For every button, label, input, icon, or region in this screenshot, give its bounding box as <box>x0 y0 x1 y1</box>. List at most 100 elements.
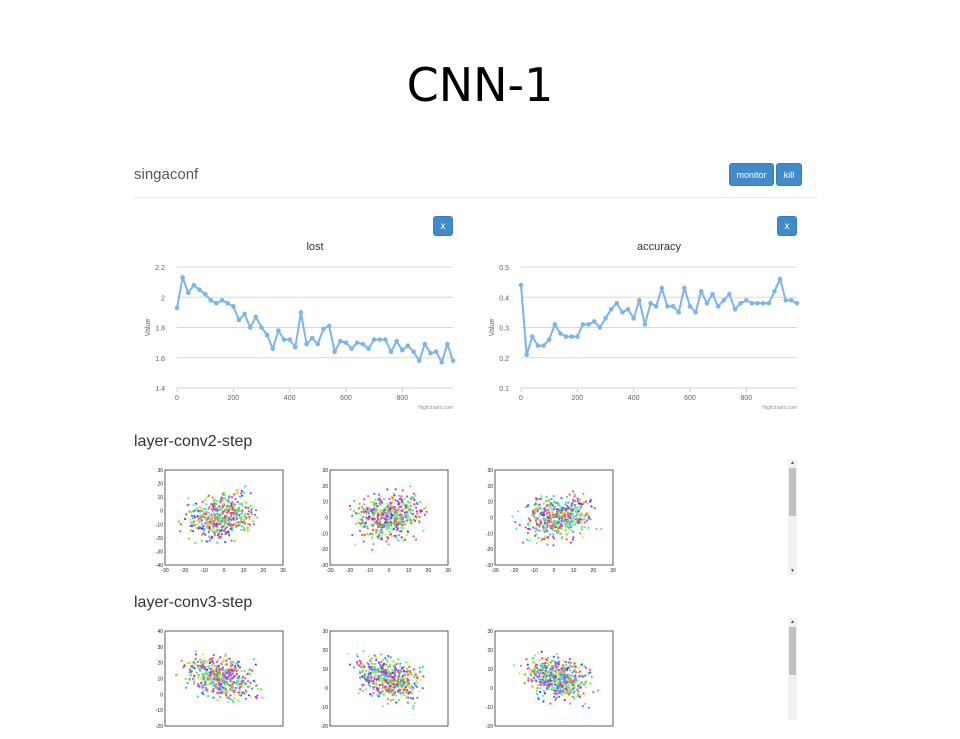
scatter-thumbnail[interactable]: 30 20 10 0 -10 -20 <box>306 627 456 730</box>
close-chart-accuracy-button[interactable]: x <box>777 216 797 236</box>
data-point[interactable] <box>772 288 777 294</box>
data-point[interactable] <box>315 341 321 347</box>
scroll-down-arrow[interactable]: ▼ <box>790 568 795 574</box>
data-point[interactable] <box>259 325 264 330</box>
data-point[interactable] <box>202 291 208 297</box>
data-point[interactable] <box>535 343 541 348</box>
kill-button[interactable]: kill <box>776 163 802 186</box>
data-point[interactable] <box>744 297 749 303</box>
data-point[interactable] <box>383 337 388 342</box>
data-point[interactable] <box>287 337 292 342</box>
data-point[interactable] <box>580 322 586 327</box>
data-point[interactable] <box>575 334 580 339</box>
data-point[interactable] <box>563 334 569 339</box>
data-point[interactable] <box>693 310 698 315</box>
data-point[interactable] <box>558 331 563 336</box>
scatter-thumbnail[interactable]: 30 20 10 0 -10 -20 -30 -40 -30 -20 -10 0 10 20 30 <box>141 466 291 578</box>
data-point[interactable] <box>433 349 439 354</box>
data-point[interactable] <box>766 301 772 306</box>
data-point[interactable] <box>682 285 687 291</box>
scatter-thumbnail[interactable]: 30 20 10 0 -10 -20 -30 -30 -20 -10 0 10 20 30 <box>471 466 621 578</box>
data-point[interactable] <box>732 307 738 312</box>
data-point[interactable] <box>445 341 450 347</box>
data-point[interactable] <box>191 282 197 288</box>
data-point[interactable] <box>416 358 422 364</box>
data-point[interactable] <box>591 319 597 324</box>
data-point[interactable] <box>292 344 298 350</box>
data-point[interactable] <box>687 304 693 309</box>
data-point[interactable] <box>197 287 202 292</box>
data-point[interactable] <box>214 301 219 306</box>
data-point[interactable] <box>247 325 253 330</box>
data-point[interactable] <box>428 350 433 356</box>
data-point[interactable] <box>738 301 743 306</box>
scroll-thumb[interactable] <box>789 468 796 516</box>
data-point[interactable] <box>185 290 191 296</box>
data-point[interactable] <box>715 304 721 309</box>
data-point[interactable] <box>439 359 445 365</box>
data-point[interactable] <box>411 349 416 354</box>
data-point[interactable] <box>276 328 281 333</box>
data-point[interactable] <box>270 346 276 351</box>
data-point[interactable] <box>450 358 456 364</box>
data-point[interactable] <box>529 334 535 339</box>
data-point[interactable] <box>236 317 242 323</box>
data-point[interactable] <box>777 276 783 282</box>
data-point[interactable] <box>721 297 727 303</box>
data-point[interactable] <box>208 297 214 303</box>
scatter-thumbnail[interactable]: 30 20 10 0 -10 -20 <box>471 627 621 730</box>
data-point[interactable] <box>332 349 338 354</box>
data-point[interactable] <box>360 341 366 347</box>
data-point[interactable] <box>377 337 383 342</box>
scrollbar-conv3[interactable]: ▲ <box>788 618 797 720</box>
data-point[interactable] <box>789 297 794 303</box>
data-point[interactable] <box>405 343 411 348</box>
data-point[interactable] <box>180 275 185 280</box>
data-point[interactable] <box>569 334 574 339</box>
data-point[interactable] <box>422 341 428 347</box>
data-point[interactable] <box>349 346 354 351</box>
data-point[interactable] <box>264 332 270 338</box>
chart-credits[interactable]: Highcharts.com <box>418 405 453 411</box>
data-point[interactable] <box>371 337 377 342</box>
data-point[interactable] <box>608 307 614 312</box>
data-point[interactable] <box>783 297 789 303</box>
data-point[interactable] <box>242 311 247 317</box>
data-point[interactable] <box>614 301 620 306</box>
data-point[interactable] <box>648 301 653 306</box>
data-point[interactable] <box>659 285 665 291</box>
data-point[interactable] <box>597 325 603 330</box>
data-point[interactable] <box>546 337 552 342</box>
data-point[interactable] <box>326 323 332 329</box>
data-point[interactable] <box>304 341 309 347</box>
data-point[interactable] <box>755 301 760 306</box>
data-point[interactable] <box>321 326 326 332</box>
scatter-thumbnail[interactable]: 40 30 20 10 0 -10 -20 <box>141 627 291 730</box>
data-point[interactable] <box>586 322 591 327</box>
scroll-thumb[interactable] <box>789 627 796 675</box>
data-point[interactable] <box>676 310 682 315</box>
data-point[interactable] <box>631 316 636 321</box>
scatter-thumbnail[interactable]: 30 20 10 0 -10 -20 -30 -30 -20 -10 0 10 20 30 <box>306 466 456 578</box>
data-point[interactable] <box>760 301 766 306</box>
data-point[interactable] <box>620 310 625 315</box>
data-point[interactable] <box>710 291 715 297</box>
data-point[interactable] <box>670 304 676 309</box>
data-point[interactable] <box>225 301 230 306</box>
data-point[interactable] <box>219 297 225 303</box>
data-point[interactable] <box>253 314 259 320</box>
data-point[interactable] <box>727 291 732 297</box>
data-point[interactable] <box>394 338 399 344</box>
data-point[interactable] <box>298 310 304 315</box>
data-point[interactable] <box>354 340 360 345</box>
data-point[interactable] <box>338 338 343 344</box>
data-point[interactable] <box>541 343 546 348</box>
data-point[interactable] <box>625 307 631 312</box>
data-point[interactable] <box>366 346 371 351</box>
data-point[interactable] <box>749 301 755 306</box>
data-point[interactable] <box>636 297 642 303</box>
chart-credits[interactable]: Highcharts.com <box>762 405 797 411</box>
close-chart-lost-button[interactable]: x <box>433 216 453 236</box>
scrollbar-conv2[interactable]: ▲ ▼ <box>788 459 797 575</box>
data-point[interactable] <box>603 316 608 321</box>
